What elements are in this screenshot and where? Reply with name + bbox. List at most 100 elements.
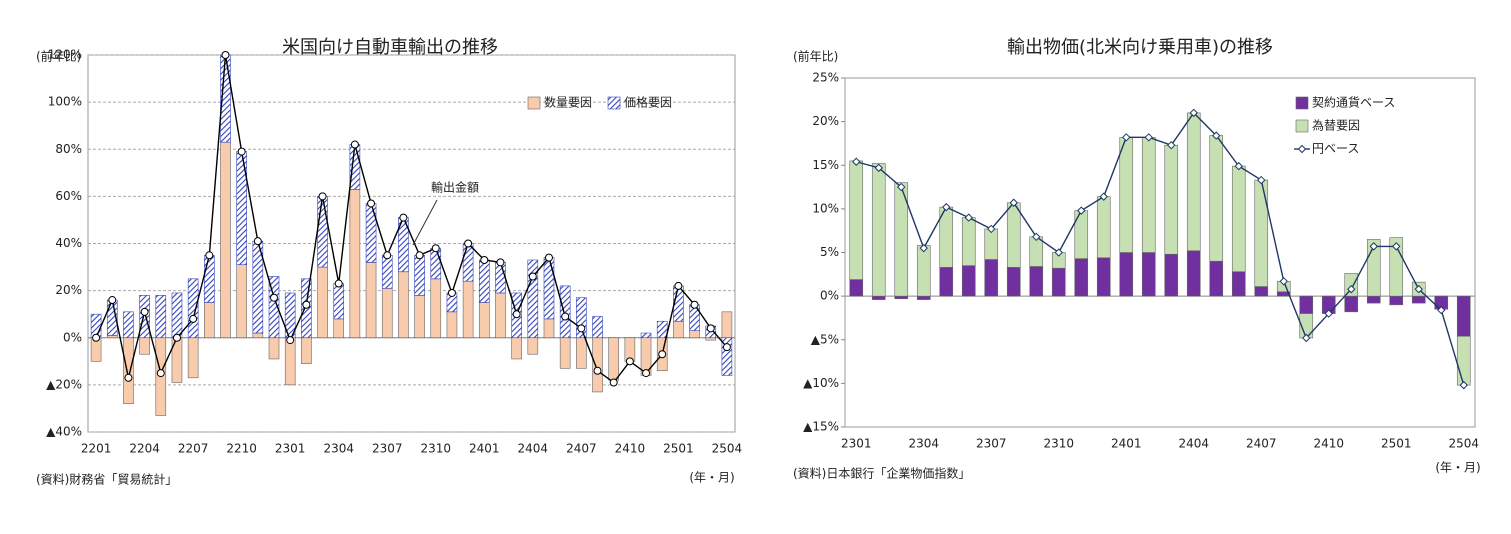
marker [1437,305,1446,315]
marker [431,244,440,253]
marker [221,51,230,59]
bar [1186,112,1201,252]
marker [609,378,618,387]
y-tick-label: ▲5% [811,332,839,346]
marker [1347,284,1356,294]
bar [527,259,539,339]
bar [187,278,199,339]
bar [1006,202,1021,268]
bar [1456,295,1471,337]
marker [658,350,667,359]
bar [349,144,361,190]
marker [722,343,731,352]
marker [1122,133,1131,142]
marker [480,255,489,264]
bar [495,262,506,294]
marker [253,237,262,246]
bar [252,332,264,339]
bar [349,189,361,339]
bar [1164,144,1179,255]
y-tick-label: ▲15% [803,420,839,434]
bar [268,337,280,360]
x-tick-label: 2204 [129,442,160,456]
bar [365,203,377,263]
bar [576,297,587,339]
y-tick-label: 25% [812,71,839,85]
x-tick-label: 2301 [275,442,306,456]
x-tick-label: 2210 [226,442,257,456]
marker [399,213,408,222]
x-tick-label: 2310 [420,442,451,456]
x-axis-label: (年・月) [689,471,734,485]
bar [204,254,215,303]
x-tick-label: 2307 [976,437,1007,451]
bar [333,318,345,339]
x-tick-label: 2307 [372,442,403,456]
legend-swatch [1295,119,1309,133]
marker [1324,309,1333,318]
bar [984,228,999,260]
bar [527,337,539,355]
y-tick-label: 5% [820,245,839,259]
x-tick-label: 2407 [1246,437,1277,451]
marker [1459,380,1468,390]
bar [871,295,886,300]
x-tick-label: 2504 [1448,437,1479,451]
marker [464,239,473,248]
bar [916,295,931,300]
bar [640,332,652,339]
y-tick-label: 20% [55,283,82,297]
legend-swatch [607,96,621,110]
y-tick-label: ▲10% [803,376,839,390]
marker [942,202,951,212]
marker [674,281,683,290]
marker [1212,131,1221,140]
marker [987,224,996,234]
bar [894,295,909,300]
bar [559,337,571,369]
marker [642,369,651,378]
legend-swatch [1295,96,1309,110]
bar [284,337,296,386]
bar [543,318,555,339]
x-tick-label: 2401 [469,442,500,456]
y-tick-label: 0% [63,330,82,344]
marker [1167,140,1176,150]
legend-marker [1297,144,1307,154]
y-tick-label: ▲40% [46,425,82,439]
marker [561,312,570,321]
bar [171,292,183,339]
y-tick-label: 40% [55,236,82,250]
marker [1009,198,1018,207]
bar [1141,137,1156,253]
marker [897,182,906,192]
bar [608,337,619,381]
legend-label: 数量要因 [544,95,592,110]
y-tick-label: 0% [820,289,839,303]
y-tick-label: 15% [812,158,839,172]
bar [155,295,167,339]
bar [673,320,684,339]
legend-swatch [527,96,541,110]
marker [577,324,586,333]
x-tick-label: 2504 [712,442,743,456]
marker [172,333,181,342]
x-tick-label: 2410 [615,442,646,456]
x-tick-label: 2310 [1043,437,1074,451]
line [95,54,728,384]
bar [106,335,118,339]
bar [414,254,425,296]
bar [220,141,231,339]
bar [689,330,700,339]
marker [286,336,295,345]
bar [478,259,490,303]
marker [205,251,214,260]
y-tick-label: 20% [812,114,839,128]
bar [1231,165,1246,272]
bar [317,266,328,339]
marker [1369,242,1378,251]
marker [334,279,343,288]
marker [1257,175,1266,185]
x-axis-label: (年・月) [1435,461,1480,475]
